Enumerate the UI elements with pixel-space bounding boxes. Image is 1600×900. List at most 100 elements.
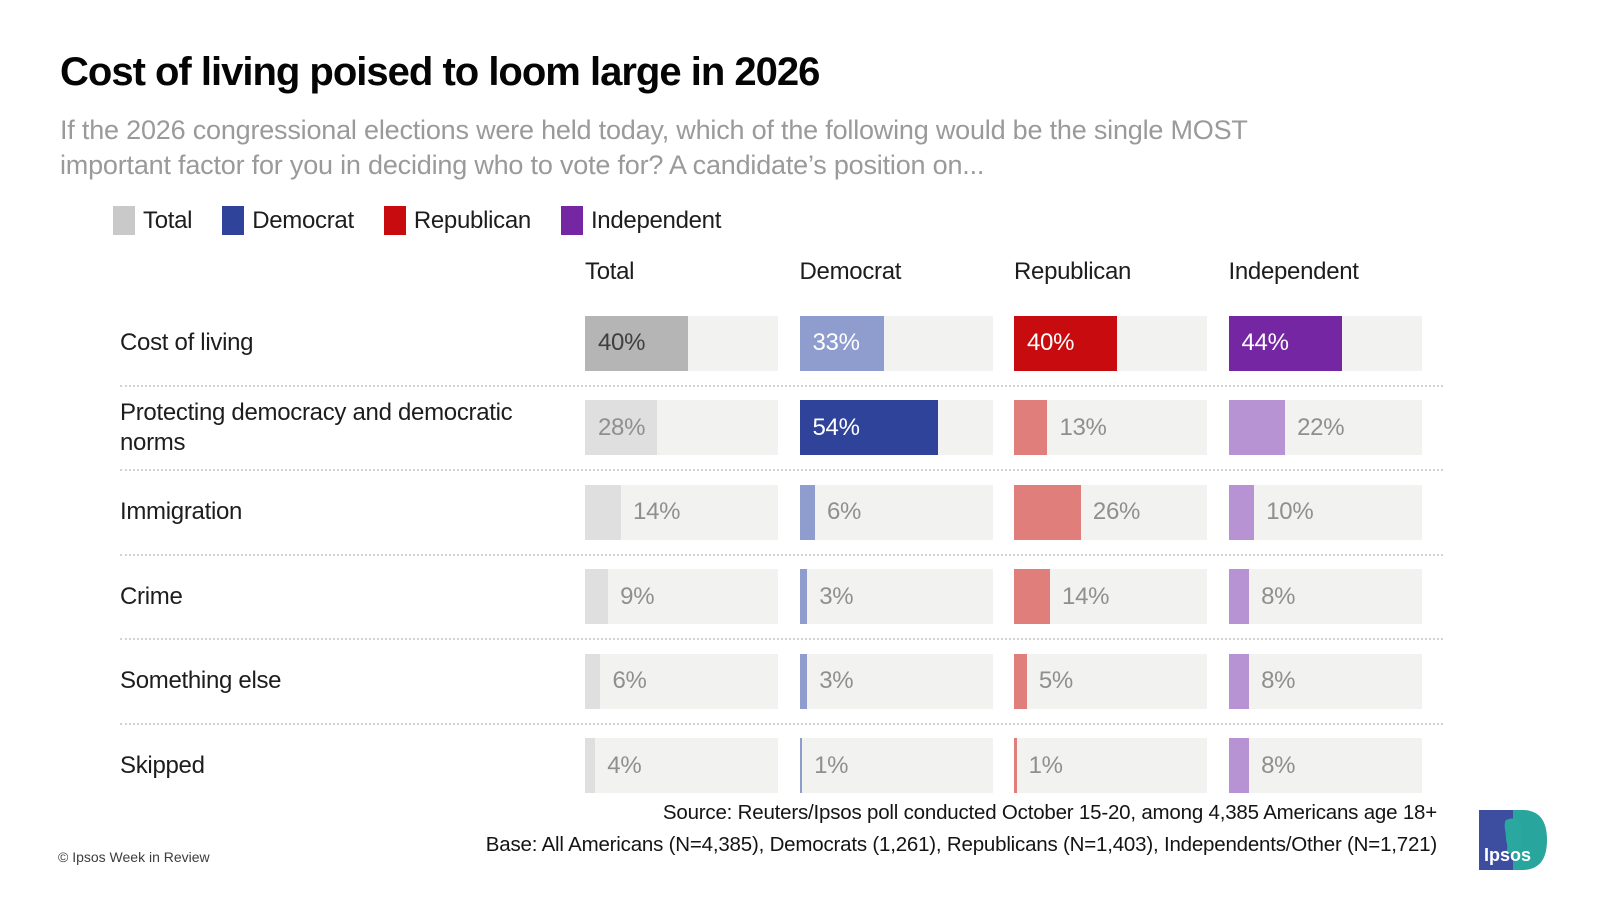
column-header-row: Total Democrat Republican Independent	[120, 258, 1443, 302]
ipsos-logo-wordmark: Ipsos	[1484, 845, 1531, 865]
bar-democrat-skipped	[799, 738, 803, 794]
legend-item-independent: Independent	[560, 206, 721, 235]
bar-value-democrat-something-else: 3%	[819, 667, 854, 695]
bar-value-independent-something-else: 8%	[1261, 667, 1296, 695]
chart-legend: Total Democrat Republican Independent	[113, 206, 721, 235]
chart-row-skipped: Skipped 4% 1% 1% 8%	[120, 725, 1443, 808]
bar-cell-total: 4%	[585, 738, 800, 794]
chart-row-protecting-democracy-and-democratic-norms: Protecting democracy and democratic norm…	[120, 387, 1444, 471]
bar-track-democrat-something-else: 3%	[799, 653, 993, 709]
column-header-independent: Independent	[1228, 258, 1359, 285]
bar-cell-total: 9%	[585, 569, 800, 625]
bar-independent-something-else	[1228, 653, 1250, 709]
bar-value-democrat-immigration: 6%	[826, 498, 862, 526]
base-text: Base: All Americans (N=4,385), Democrats…	[485, 833, 1437, 856]
row-label-skipped: Skipped	[120, 751, 205, 779]
legend-label: Total	[143, 206, 193, 234]
legend-label: Republican	[413, 206, 531, 234]
bar-value-independent-cost-of-living: 44%	[1241, 329, 1289, 357]
chart-row-cost-of-living: Cost of living 40% 33% 40% 44%	[120, 302, 1443, 387]
bar-value-democrat-protecting-democracy-and-democratic-norms: 54%	[812, 413, 860, 441]
bar-track-democrat-protecting-democracy-and-democratic-norms: 54%	[799, 400, 993, 456]
bar-cell-independent: 10%	[1228, 484, 1444, 540]
bar-track-democrat-skipped: 1%	[799, 738, 993, 794]
bar-republican-skipped	[1014, 738, 1017, 794]
legend-item-democrat: Democrat	[222, 206, 354, 235]
bar-republican-cost-of-living	[1014, 315, 1117, 371]
copyright-text: © Ipsos Week in Review	[58, 849, 210, 865]
bar-cell-total: 40%	[585, 315, 800, 371]
subtitle-line-2: important factor for you in deciding who…	[60, 150, 985, 180]
bar-value-total-crime: 9%	[620, 582, 655, 610]
bar-track-total-immigration: 14%	[585, 484, 778, 540]
bar-independent-protecting-democracy-and-democratic-norms	[1228, 400, 1286, 456]
bar-cell-independent: 8%	[1228, 569, 1444, 625]
row-label-protecting-democracy-and-democratic-norms: Protecting democracy and democratic norm…	[120, 398, 513, 456]
bar-value-republican-skipped: 1%	[1028, 751, 1063, 779]
row-label-immigration: Immigration	[120, 498, 243, 526]
bar-cell-republican: 1%	[1014, 738, 1229, 794]
bar-track-independent-something-else: 8%	[1228, 653, 1422, 709]
column-header-republican: Republican	[1014, 258, 1132, 285]
bar-value-republican-immigration: 26%	[1092, 498, 1141, 526]
bar-independent-cost-of-living	[1228, 315, 1342, 371]
bar-cell-democrat: 33%	[799, 315, 1015, 371]
bar-value-total-immigration: 14%	[633, 498, 681, 526]
bar-democrat-immigration	[799, 484, 815, 540]
bar-value-independent-protecting-democracy-and-democratic-norms: 22%	[1297, 413, 1345, 441]
legend-swatch-republican	[383, 206, 406, 235]
bar-value-independent-crime: 8%	[1261, 582, 1296, 610]
bar-republican-something-else	[1014, 653, 1027, 709]
chart-grid: Total Democrat Republican Independent Cost o…	[120, 258, 1443, 807]
bar-track-republican-protecting-democracy-and-democratic-norms: 13%	[1014, 400, 1207, 456]
bar-cell-total: 28%	[585, 400, 800, 456]
bar-track-democrat-cost-of-living: 33%	[799, 315, 993, 371]
bar-track-republican-cost-of-living: 40%	[1014, 315, 1207, 371]
bar-track-total-protecting-democracy-and-democratic-norms: 28%	[585, 400, 778, 456]
column-header-democrat: Democrat	[799, 258, 902, 285]
bar-independent-immigration	[1228, 484, 1255, 540]
chart-row-immigration: Immigration 14% 6% 26% 10%	[120, 471, 1443, 556]
bar-value-democrat-skipped: 1%	[814, 751, 849, 779]
bar-cell-total: 6%	[585, 653, 800, 709]
bar-value-total-cost-of-living: 40%	[598, 329, 646, 357]
bar-cell-republican: 13%	[1014, 400, 1229, 456]
bar-value-total-protecting-democracy-and-democratic-norms: 28%	[598, 413, 646, 441]
bar-cell-republican: 40%	[1014, 315, 1229, 371]
bar-total-immigration	[585, 484, 622, 540]
bar-track-total-cost-of-living: 40%	[585, 315, 778, 371]
ipsos-face-icon	[1504, 818, 1524, 855]
bar-value-republican-protecting-democracy-and-democratic-norms: 13%	[1059, 413, 1107, 441]
bar-track-republican-skipped: 1%	[1014, 738, 1207, 794]
bar-cell-republican: 26%	[1014, 484, 1229, 540]
bar-total-crime	[585, 569, 609, 625]
ipsos-logo: Ipsos	[1479, 810, 1547, 870]
bar-track-democrat-crime: 3%	[799, 569, 993, 625]
bar-democrat-crime	[799, 569, 808, 625]
chart-subtitle: If the 2026 congressional elections were…	[60, 113, 1248, 183]
bar-track-total-something-else: 6%	[585, 653, 778, 709]
bar-democrat-something-else	[799, 653, 808, 709]
bar-track-republican-immigration: 26%	[1014, 484, 1207, 540]
bar-value-total-something-else: 6%	[612, 667, 647, 695]
bar-track-republican-something-else: 5%	[1014, 653, 1207, 709]
bar-value-democrat-cost-of-living: 33%	[812, 329, 860, 357]
bar-cell-democrat: 3%	[799, 653, 1015, 709]
page-title: Cost of living poised to loom large in 2…	[60, 50, 820, 94]
bar-track-independent-skipped: 8%	[1228, 738, 1422, 794]
bar-democrat-cost-of-living	[799, 315, 885, 371]
bar-value-independent-immigration: 10%	[1266, 498, 1314, 526]
bar-cell-independent: 22%	[1228, 400, 1444, 456]
bar-cell-total: 14%	[585, 484, 800, 540]
bar-democrat-protecting-democracy-and-democratic-norms	[799, 400, 939, 456]
bar-republican-crime	[1014, 569, 1051, 625]
legend-swatch-independent	[560, 206, 583, 235]
bar-total-skipped	[585, 738, 596, 794]
source-text: Source: Reuters/Ipsos poll conducted Oct…	[662, 801, 1437, 824]
bar-republican-protecting-democracy-and-democratic-norms	[1014, 400, 1048, 456]
legend-item-republican: Republican	[383, 206, 531, 235]
bar-total-protecting-democracy-and-democratic-norms	[585, 400, 658, 456]
bar-cell-democrat: 3%	[799, 569, 1015, 625]
bar-value-republican-something-else: 5%	[1038, 667, 1073, 695]
bar-value-total-skipped: 4%	[607, 751, 642, 779]
